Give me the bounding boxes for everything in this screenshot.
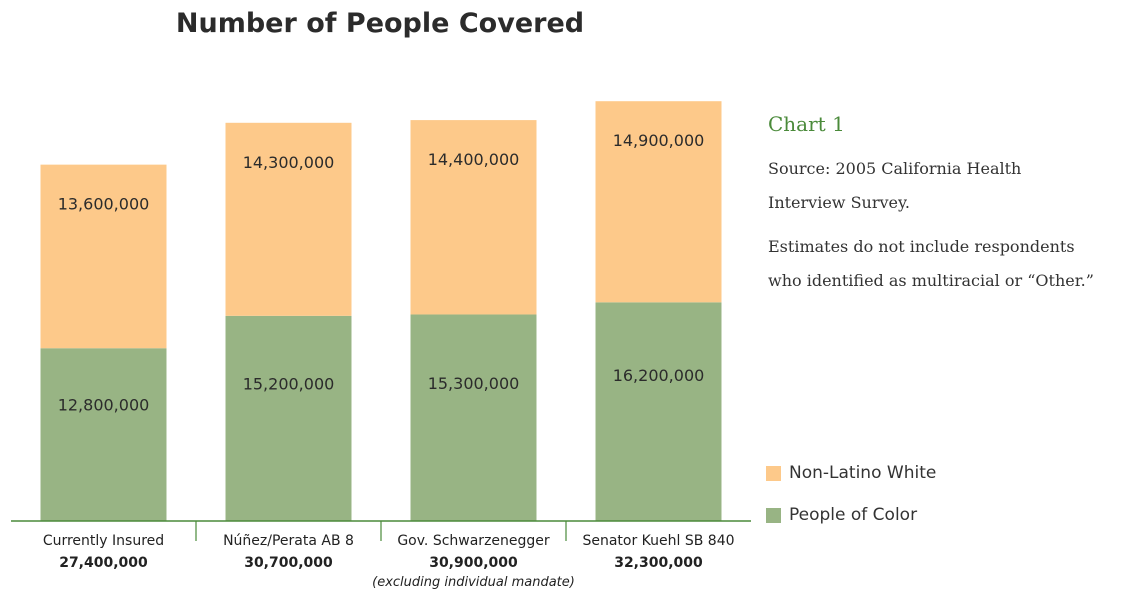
data-label: 16,200,000 <box>613 366 705 385</box>
legend-label-white: Non-Latino White <box>789 463 937 483</box>
source-line-1: Source: 2005 California Health <box>768 159 1022 178</box>
category-label: Currently Insured <box>43 533 164 549</box>
bar-non-latino-white-0 <box>40 164 167 349</box>
legend-item-color: People of Color <box>766 504 936 526</box>
estimate-line-1: Estimates do not include respondents <box>768 237 1075 256</box>
legend-swatch-color <box>766 507 781 523</box>
source-note: Source: 2005 California Health Interview… <box>768 152 1134 220</box>
legend-item-white: Non-Latino White <box>766 462 936 484</box>
bar-non-latino-white-3 <box>595 101 722 303</box>
data-label: 15,300,000 <box>428 374 520 393</box>
chart-number: Chart 1 <box>768 112 845 136</box>
category-label: Senator Kuehl SB 840 <box>582 533 734 549</box>
data-label: 15,200,000 <box>243 375 335 394</box>
data-label: 13,600,000 <box>58 195 150 214</box>
stacked-bar-chart: 12,800,000 13,600,000 Currently Insured 27,… <box>11 101 751 590</box>
bar-people-of-color-1 <box>225 315 352 521</box>
bar-non-latino-white-2 <box>410 120 537 315</box>
legend-swatch-white <box>766 465 781 481</box>
data-label: 14,400,000 <box>428 150 520 169</box>
total-label: 27,400,000 <box>59 555 148 571</box>
bar-people-of-color-0 <box>40 348 167 521</box>
estimate-note: Estimates do not include respondents who… <box>768 230 1134 298</box>
legend-label-color: People of Color <box>789 505 918 525</box>
data-label: 14,900,000 <box>613 131 705 150</box>
bar-people-of-color-3 <box>595 302 722 521</box>
chart-notes: Chart 1 Source: 2005 California Health I… <box>768 112 1134 308</box>
chart-title: Number of People Covered <box>175 8 585 39</box>
bar-non-latino-white-1 <box>225 122 352 316</box>
legend: Non-Latino White People of Color <box>766 462 936 546</box>
data-label: 12,800,000 <box>58 395 150 414</box>
category-label: Gov. Schwarzenegger <box>397 533 550 549</box>
bar-people-of-color-2 <box>410 314 537 521</box>
estimate-line-2: who identified as multiracial or “Other.… <box>768 271 1094 290</box>
data-label: 14,300,000 <box>243 153 335 172</box>
total-label: 32,300,000 <box>614 555 703 571</box>
source-line-2: Interview Survey. <box>768 193 910 212</box>
note-label: (excluding individual mandate) <box>372 575 575 590</box>
total-label: 30,700,000 <box>244 555 333 571</box>
total-label: 30,900,000 <box>429 555 518 571</box>
category-label: Núñez/Perata AB 8 <box>223 533 354 549</box>
